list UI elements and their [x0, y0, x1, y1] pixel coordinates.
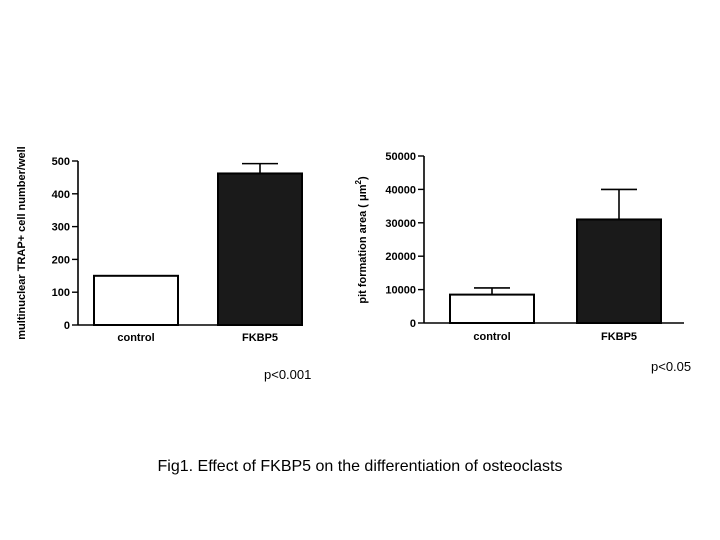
chart1-ytick-label: 300 [52, 222, 70, 234]
chart1-marks: control FKBP5 [93, 162, 303, 344]
chart2-ytick-label: 30000 [385, 218, 416, 230]
chart2-ytick-label: 0 [410, 318, 416, 330]
chart1-ytick-label: 200 [52, 254, 70, 266]
chart2-category-label: control [473, 331, 510, 343]
chart1-ytick-label: 0 [64, 320, 70, 332]
chart2-ylabel-sup: 2 [354, 179, 363, 184]
chart2-ytick-label: 50000 [385, 151, 416, 163]
chart1-ylabel: multinuclear TRAP+ cell number/well [16, 146, 28, 339]
chart1-pvalue: p<0.001 [264, 367, 312, 382]
chart2-ylabel-suffix: ) [357, 176, 369, 180]
chart2-ylabel-mu: μm [357, 184, 369, 201]
chart-trap-cells: multinuclear TRAP+ cell number/well 0 100… [16, 146, 303, 344]
chart1-axes: 0 100 200 300 400 500 [52, 156, 298, 332]
chart1-bar-control [93, 274, 179, 326]
chart1-ytick-label: 100 [52, 287, 70, 299]
chart2-category-label: FKBP5 [601, 331, 637, 343]
chart1-bar-fkbp5 [217, 172, 303, 326]
chart2-ylabel: pit formation area ( μm2) [354, 176, 369, 304]
chart1-ytick-label: 500 [52, 156, 70, 168]
chart2-marks: control FKBP5 [449, 188, 662, 343]
chart-pit-area: pit formation area ( μm2) 0 10000 20000 300… [354, 151, 684, 343]
chart1-ytick-label: 400 [52, 189, 70, 201]
chart1-category-label: FKBP5 [242, 332, 278, 344]
chart2-ylabel-prefix: pit formation area ( [357, 201, 369, 304]
chart2-pvalue: p<0.05 [651, 359, 692, 374]
figure-caption: Fig1. Effect of FKBP5 on the differentia… [157, 458, 563, 475]
chart2-ytick-label: 10000 [385, 285, 416, 297]
chart1-category-label: control [117, 332, 154, 344]
chart2-bar-control [449, 293, 535, 324]
chart2-bar-fkbp5 [576, 218, 662, 325]
chart2-ytick-label: 40000 [385, 184, 416, 196]
chart2-axes: 0 10000 20000 30000 40000 50000 [385, 151, 684, 330]
chart2-ytick-label: 20000 [385, 251, 416, 263]
